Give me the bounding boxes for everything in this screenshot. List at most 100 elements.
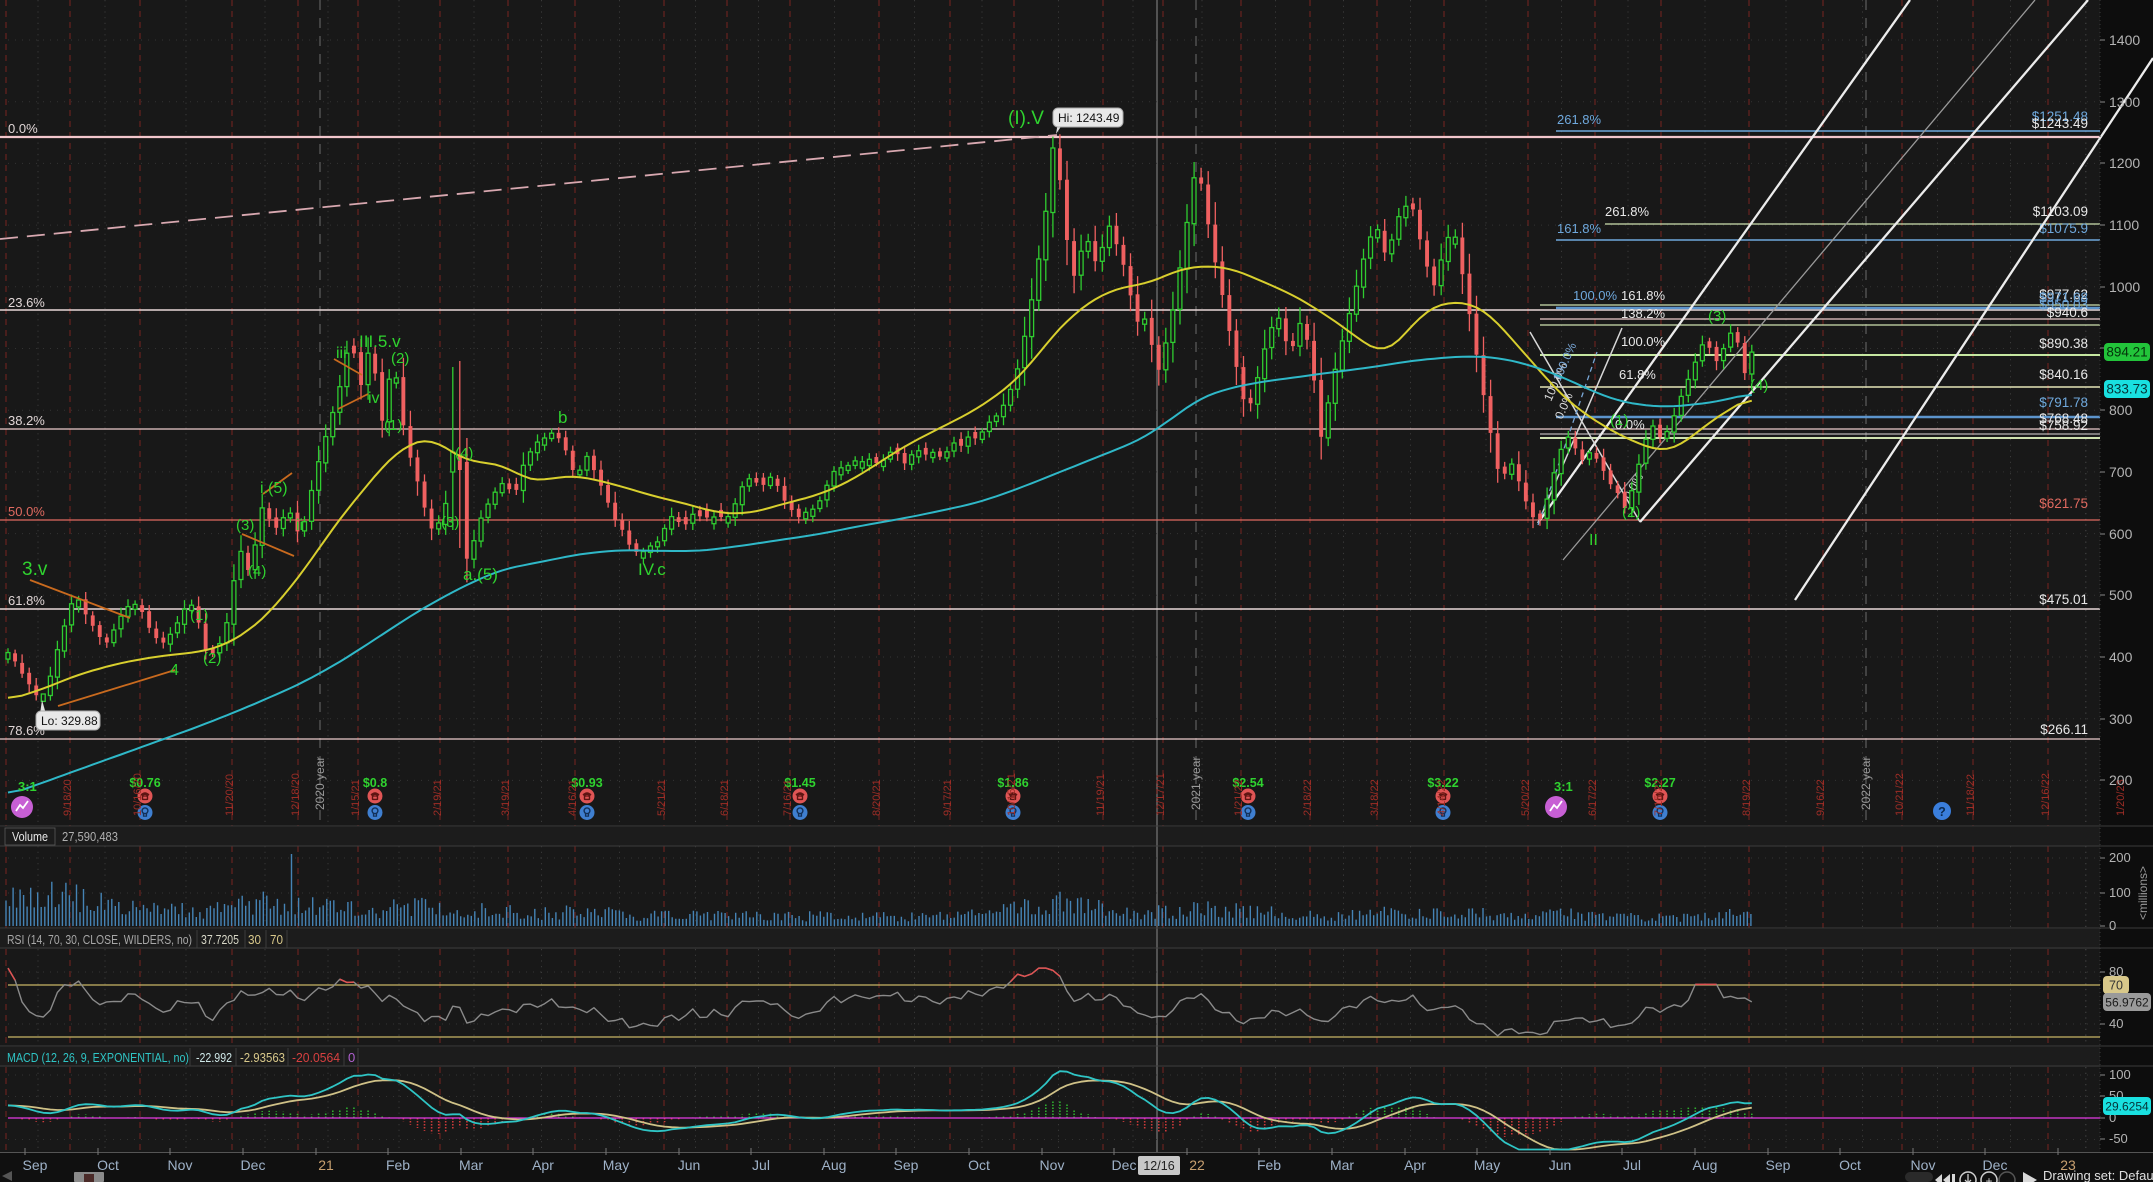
svg-text:3/18/22: 3/18/22 [1369, 779, 1381, 816]
svg-text:Oct: Oct [97, 1157, 119, 1173]
svg-text:2/19/21: 2/19/21 [432, 779, 444, 816]
svg-text:11/18/22: 11/18/22 [1965, 774, 1977, 816]
svg-text:-22.992: -22.992 [196, 1050, 232, 1065]
svg-text:IV.c: IV.c [638, 560, 666, 579]
svg-text:23.6%: 23.6% [8, 295, 45, 310]
svg-text:261.8%: 261.8% [1605, 204, 1650, 219]
svg-text:1100: 1100 [2109, 217, 2139, 233]
svg-text:10/16/20: 10/16/20 [132, 773, 144, 816]
svg-text:70: 70 [2109, 979, 2123, 993]
svg-text:iv: iv [368, 390, 380, 407]
svg-text:70: 70 [270, 932, 283, 947]
svg-text:3:1: 3:1 [1554, 779, 1573, 794]
svg-text:0.0%: 0.0% [8, 121, 38, 136]
svg-text:$2.27: $2.27 [1644, 776, 1675, 790]
svg-text:$621.75: $621.75 [2039, 496, 2088, 511]
svg-text:100.0%: 100.0% [1621, 334, 1666, 349]
svg-text:4: 4 [170, 662, 179, 679]
svg-text:Mar: Mar [1330, 1157, 1354, 1173]
svg-text:0: 0 [2109, 918, 2116, 933]
svg-text:Nov: Nov [1911, 1157, 1936, 1173]
svg-text:Mar: Mar [459, 1157, 483, 1173]
svg-text:$1243.49: $1243.49 [2032, 116, 2088, 131]
svg-text:Sep: Sep [894, 1157, 919, 1173]
svg-text:894.21: 894.21 [2106, 345, 2147, 360]
svg-text:(4): (4) [455, 445, 473, 462]
svg-text:3.v: 3.v [22, 559, 48, 580]
svg-text:38.2%: 38.2% [8, 413, 45, 428]
svg-text:$1075.9: $1075.9 [2039, 221, 2088, 236]
svg-text:2021 year: 2021 year [1189, 757, 1203, 810]
svg-text:Hi: 1243.49: Hi: 1243.49 [1058, 111, 1120, 125]
svg-text:$977.62: $977.62 [2039, 287, 2088, 302]
svg-text:Aug: Aug [1693, 1157, 1718, 1173]
svg-text:II: II [1589, 532, 1598, 549]
svg-text:1000: 1000 [2109, 279, 2140, 295]
svg-text:ii: ii [296, 517, 303, 534]
svg-text:(3): (3) [441, 514, 459, 531]
svg-text:4/14/22: 4/14/22 [1436, 779, 1448, 816]
svg-text:(2): (2) [391, 350, 409, 367]
svg-text:Oct: Oct [1839, 1157, 1861, 1173]
svg-text:May: May [603, 1157, 629, 1173]
svg-text:Lo: 329.88: Lo: 329.88 [41, 714, 98, 728]
svg-text:$940.6: $940.6 [2047, 305, 2088, 320]
svg-text:Apr: Apr [1404, 1157, 1426, 1173]
svg-text:300: 300 [2109, 711, 2133, 727]
svg-text:56.9762: 56.9762 [2105, 996, 2149, 1010]
svg-text:400: 400 [2109, 649, 2133, 665]
svg-text:6/18/21: 6/18/21 [719, 779, 731, 816]
svg-text:30: 30 [248, 932, 261, 947]
svg-text:$950.03: $950.03 [2039, 297, 2088, 312]
svg-text:(1): (1) [384, 417, 402, 434]
svg-text:Jun: Jun [1549, 1157, 1572, 1173]
svg-text:Dec: Dec [241, 1157, 266, 1173]
svg-text:800: 800 [2109, 402, 2133, 418]
svg-text:a.(5): a.(5) [463, 565, 498, 584]
svg-text:Sep: Sep [23, 1157, 48, 1173]
svg-text:5/20/22: 5/20/22 [1520, 779, 1532, 816]
svg-text:7/16/21: 7/16/21 [782, 779, 794, 816]
svg-text:261.8%: 261.8% [1557, 112, 1602, 127]
svg-text:(1): (1) [190, 607, 208, 624]
svg-text:1/20/23: 1/20/23 [2115, 779, 2127, 816]
svg-text:$1251.48: $1251.48 [2032, 109, 2088, 124]
svg-text:61.8%: 61.8% [1619, 367, 1656, 382]
svg-text:80: 80 [2109, 964, 2123, 979]
svg-text:11/19/21: 11/19/21 [1095, 774, 1107, 816]
svg-text:(3): (3) [1708, 308, 1726, 325]
svg-text:0: 0 [2109, 1110, 2116, 1125]
svg-text:Apr: Apr [532, 1157, 554, 1173]
svg-text:$758.92: $758.92 [2039, 418, 2088, 433]
svg-text:12/18/20: 12/18/20 [290, 773, 302, 816]
svg-text:2/18/22: 2/18/22 [1302, 779, 1314, 816]
svg-text:$2.54: $2.54 [1232, 776, 1263, 790]
svg-text:29.6254: 29.6254 [2105, 1100, 2149, 1114]
svg-text:61.8%: 61.8% [8, 593, 45, 608]
svg-text:50.0%: 50.0% [8, 504, 45, 519]
svg-text:iii: iii [336, 345, 347, 362]
svg-text:3:1: 3:1 [18, 779, 37, 794]
svg-text:200: 200 [2109, 772, 2133, 788]
svg-text:$890.38: $890.38 [2039, 336, 2088, 351]
svg-text:11/20/20: 11/20/20 [224, 774, 236, 816]
svg-text:1/21/22: 1/21/22 [1233, 779, 1245, 816]
svg-text:$475.01: $475.01 [2039, 592, 2088, 607]
svg-text:(2): (2) [1622, 504, 1640, 521]
svg-text:$791.78: $791.78 [2039, 395, 2088, 410]
svg-text:1/15/21: 1/15/21 [350, 779, 362, 816]
svg-text:RSI (14, 70, 30, CLOSE, WILDER: RSI (14, 70, 30, CLOSE, WILDERS, no) [7, 932, 192, 947]
svg-text:i.(5): i.(5) [260, 480, 288, 497]
svg-text:3/19/21: 3/19/21 [500, 779, 512, 816]
svg-text:b: b [558, 408, 567, 427]
svg-text:100.0%: 100.0% [1573, 288, 1618, 303]
svg-text:$0.8: $0.8 [363, 776, 387, 790]
svg-text:138.2%: 138.2% [1621, 306, 1666, 321]
svg-text:10/15/21: 10/15/21 [1006, 773, 1018, 816]
svg-text:(3): (3) [236, 517, 254, 534]
svg-text:9/17/21: 9/17/21 [942, 779, 954, 816]
svg-text:23: 23 [2060, 1157, 2076, 1173]
svg-text:833.73: 833.73 [2106, 382, 2147, 397]
svg-text:MACD (12, 26, 9, EXPONENTIAL,: MACD (12, 26, 9, EXPONENTIAL, no) [7, 1050, 189, 1065]
svg-text:4/16/21: 4/16/21 [567, 779, 579, 816]
